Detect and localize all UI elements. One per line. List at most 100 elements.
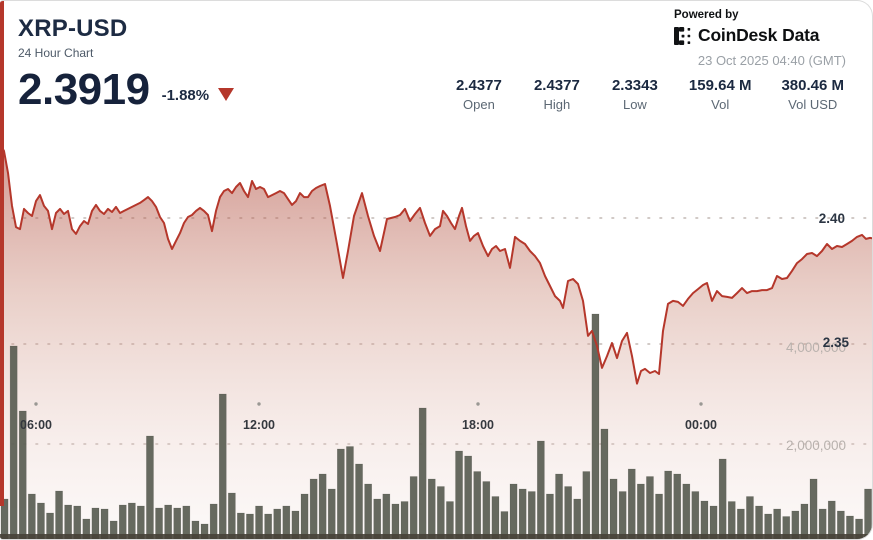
volume-bar bbox=[537, 440, 545, 539]
time-tick-dot bbox=[34, 402, 38, 406]
volume-bar bbox=[337, 448, 345, 539]
volume-bar bbox=[382, 493, 391, 539]
stat-low-label: Low bbox=[622, 97, 647, 112]
stat-vol-usd-value: 380.46 M bbox=[781, 77, 844, 94]
coindesk-data-logo[interactable]: CoinDesk Data bbox=[674, 25, 846, 46]
volume-bar bbox=[455, 450, 463, 539]
volume-bar bbox=[18, 410, 27, 539]
volume-bar bbox=[28, 493, 36, 539]
volume-bar bbox=[364, 483, 372, 539]
volume-bar bbox=[200, 523, 209, 539]
stat-open-label: Open bbox=[463, 97, 495, 112]
time-tick-dot bbox=[699, 402, 703, 406]
volume-bar bbox=[400, 501, 409, 539]
volume-bar bbox=[546, 493, 554, 539]
brand-name: CoinDesk bbox=[698, 25, 778, 45]
volume-bar bbox=[600, 428, 609, 539]
volume-bar bbox=[555, 473, 563, 539]
timestamp: 23 Oct 2025 04:40 (GMT) bbox=[697, 53, 846, 68]
volume-bar bbox=[128, 502, 136, 539]
stat-vol-value: 159.64 M bbox=[688, 77, 752, 94]
volume-axis-label: 2,000,000 bbox=[786, 438, 846, 453]
price-line bbox=[0, 142, 872, 385]
volume-bar bbox=[564, 486, 572, 539]
stats-row: 2.4377 Open 2.4377 High 2.3343 Low 159.6… bbox=[455, 77, 844, 112]
volume-bar bbox=[318, 473, 327, 539]
stat-vol-label: Vol bbox=[711, 97, 730, 112]
stat-vol-usd-label: Vol USD bbox=[788, 97, 838, 112]
volume-bar bbox=[818, 508, 827, 539]
volume-bar bbox=[82, 518, 91, 539]
time-tick-dot bbox=[257, 402, 261, 406]
stat-high-label: High bbox=[543, 97, 571, 112]
volume-bar bbox=[791, 510, 800, 539]
baseline-strip bbox=[0, 534, 872, 539]
volume-bar bbox=[491, 496, 500, 539]
volume-bar bbox=[327, 488, 336, 539]
volume-bar bbox=[855, 518, 863, 539]
volume-bar bbox=[464, 455, 472, 539]
volume-bar bbox=[0, 498, 9, 539]
volume-bar bbox=[646, 476, 654, 539]
stat-high: 2.4377 High bbox=[533, 77, 581, 112]
volume-bar bbox=[164, 504, 172, 539]
volume-bar bbox=[673, 473, 682, 539]
volume-bar bbox=[109, 520, 118, 539]
price-axis-label: 2.35 bbox=[823, 335, 850, 350]
volume-bar bbox=[437, 486, 445, 539]
volume-bar bbox=[709, 505, 718, 539]
volume-bar bbox=[209, 503, 218, 539]
volume-bar bbox=[509, 483, 518, 539]
volume-bar bbox=[737, 508, 745, 539]
price-axis-label: 2.40 bbox=[819, 211, 845, 226]
volume-bar bbox=[273, 508, 282, 539]
volume-bar bbox=[500, 511, 509, 539]
volume-bar bbox=[246, 513, 254, 539]
volume-bar bbox=[137, 505, 145, 539]
volume-bar bbox=[609, 478, 618, 539]
coindesk-logo-icon bbox=[674, 26, 692, 45]
stat-low-value: 2.3343 bbox=[611, 77, 658, 94]
volume-bar bbox=[228, 492, 236, 539]
volume-bar bbox=[482, 481, 491, 539]
volume-bar bbox=[527, 491, 536, 539]
price-change-percent: -1.88% bbox=[161, 87, 210, 104]
time-axis-label: 06:00 bbox=[20, 418, 52, 432]
volume-bar bbox=[100, 508, 109, 539]
volume-bar bbox=[837, 510, 845, 539]
volume-bar bbox=[64, 504, 72, 539]
volume-bar bbox=[355, 463, 363, 539]
volume-bar bbox=[309, 478, 318, 539]
stat-high-value: 2.4377 bbox=[533, 77, 580, 94]
volume-bar bbox=[173, 507, 182, 539]
brand-block: Powered by CoinDesk Data 23 O bbox=[674, 9, 846, 68]
stat-vol-usd: 380.46 M Vol USD bbox=[781, 77, 844, 112]
volume-bar bbox=[237, 512, 245, 539]
stat-open-value: 2.4377 bbox=[455, 77, 502, 94]
volume-bar bbox=[782, 516, 791, 539]
volume-bar bbox=[264, 513, 272, 539]
volume-bars bbox=[0, 313, 872, 539]
volume-bar bbox=[809, 478, 818, 539]
volume-bar bbox=[682, 483, 691, 539]
volume-bar bbox=[391, 503, 400, 539]
volume-bar bbox=[182, 505, 191, 539]
volume-bar bbox=[155, 507, 163, 539]
volume-bar bbox=[473, 471, 482, 539]
volume-bar bbox=[618, 491, 627, 539]
volume-bar bbox=[55, 490, 63, 539]
volume-bar bbox=[46, 512, 54, 539]
volume-bar bbox=[427, 478, 436, 539]
volume-bar bbox=[518, 488, 527, 539]
volume-bar bbox=[146, 435, 154, 539]
powered-by-label: Powered by bbox=[674, 9, 739, 21]
volume-bar bbox=[282, 505, 291, 539]
volume-bar bbox=[864, 488, 872, 539]
time-tick-dot bbox=[476, 402, 480, 406]
volume-bar bbox=[800, 503, 809, 539]
volume-bar bbox=[118, 504, 127, 539]
volume-axis-label: 4,000,000 bbox=[786, 340, 846, 355]
volume-bar bbox=[418, 407, 427, 539]
volume-bar bbox=[846, 515, 854, 539]
